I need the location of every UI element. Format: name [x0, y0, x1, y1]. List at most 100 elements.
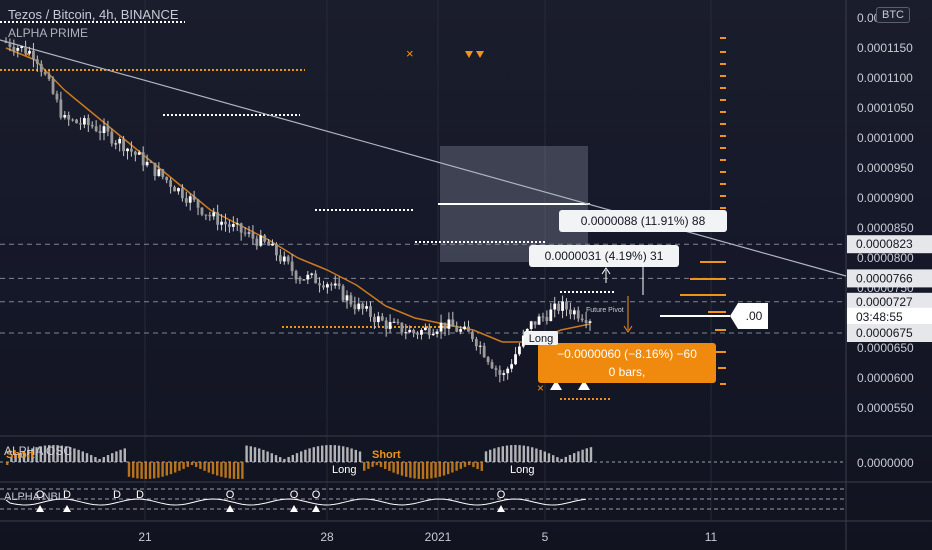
- measure-arrow-head: [601, 267, 611, 275]
- candle-body: [106, 126, 110, 132]
- long-tag-bg: [524, 331, 558, 345]
- osc-bar: [480, 462, 483, 471]
- osc-bar: [526, 446, 530, 462]
- osc-bar: [358, 451, 362, 462]
- candle-body: [510, 364, 514, 369]
- osc-bar: [220, 462, 223, 477]
- osc2-signal-letter: O: [497, 489, 506, 501]
- osc-bar: [77, 449, 80, 462]
- symbol-title: Tezos / Bitcoin, 4h, BINANCE: [8, 7, 179, 22]
- osc-bar: [228, 462, 231, 479]
- candle-body: [580, 318, 584, 321]
- candle-body: [537, 316, 541, 325]
- candle-body: [228, 224, 231, 227]
- candle-body: [467, 326, 470, 332]
- measure-box-lower-text: −0.0000060 (−8.16%) −60: [557, 347, 697, 361]
- candle-body: [28, 50, 31, 54]
- osc-bar: [291, 455, 294, 462]
- candle-body: [557, 303, 561, 311]
- osc-bar: [396, 462, 399, 475]
- candle-body: [447, 319, 451, 329]
- candle-body: [584, 320, 588, 323]
- osc-bar: [94, 457, 97, 462]
- osc2-signal-letter: D: [63, 489, 71, 501]
- osc-bar: [6, 462, 9, 465]
- candle-body: [79, 123, 82, 125]
- osc-bar: [81, 451, 84, 462]
- price-axis: 0.0000.00011500.00011000.00010500.000100…: [847, 11, 932, 470]
- osc-bar: [577, 451, 580, 462]
- cross-marker: ×: [537, 381, 544, 395]
- osc-bar: [531, 447, 534, 462]
- candle-body: [165, 176, 169, 181]
- osc-bar: [438, 462, 441, 477]
- long-tag: Long: [524, 331, 558, 345]
- osc-bar: [216, 462, 219, 476]
- candle-body: [439, 322, 443, 332]
- cross-marker: ×: [406, 46, 414, 61]
- candle-body: [588, 321, 592, 323]
- currency-badge[interactable]: BTC: [876, 7, 910, 23]
- candle-body: [196, 199, 200, 208]
- osc-bar: [375, 462, 378, 466]
- time-tick: 21: [138, 530, 152, 544]
- price-marker-text: 0.0000766: [856, 271, 913, 285]
- candle-body: [82, 118, 86, 125]
- osc2-signal-letter: D: [136, 489, 144, 501]
- osc-bar: [43, 445, 47, 462]
- osc-bar: [161, 462, 164, 477]
- candle-body: [220, 221, 223, 225]
- osc-bar: [211, 462, 215, 475]
- osc-bar: [346, 447, 349, 462]
- oscillator2-label: ALPHA NBI: [4, 491, 61, 503]
- candle-body: [486, 357, 490, 363]
- candle-body: [365, 306, 368, 309]
- price-marker-text: 0.0000823: [856, 237, 913, 251]
- osc-bar: [308, 448, 311, 462]
- osc-bar: [468, 462, 471, 466]
- osc-bar: [241, 462, 244, 479]
- candle-body: [259, 235, 263, 246]
- price-marker-text: 0.0000727: [856, 295, 913, 309]
- candle-body: [392, 321, 396, 323]
- indicator-name: ALPHA PRIME: [8, 26, 89, 40]
- osc-bar: [295, 453, 299, 462]
- osc-bar: [573, 453, 576, 462]
- osc-bar: [169, 462, 173, 475]
- price-tick: 0.0000900: [857, 191, 914, 205]
- price-tick: 0.0001100: [857, 71, 913, 85]
- candle-body: [322, 285, 325, 288]
- osc-bar: [35, 447, 38, 462]
- osc-bar: [472, 462, 475, 468]
- osc-bar: [421, 462, 425, 479]
- time-tick: 11: [705, 530, 718, 544]
- osc-bar: [165, 462, 168, 476]
- osc-bar: [342, 446, 345, 462]
- candle-body: [376, 316, 380, 323]
- candle-body: [102, 126, 106, 134]
- candle-body: [443, 322, 447, 329]
- oscillator-panel: Short Short Long Long: [0, 445, 846, 479]
- osc-bar: [56, 445, 59, 462]
- osc-bar: [430, 462, 433, 479]
- candle-body: [286, 256, 290, 262]
- measure-box-middle-bg: [529, 245, 679, 267]
- osc-bar: [329, 445, 332, 462]
- osc-bar: [85, 453, 89, 462]
- osc2-up-marker: [312, 505, 320, 512]
- osc-bar: [581, 449, 584, 462]
- osc-tick: 0.0000000: [857, 456, 914, 470]
- osc-bar: [510, 445, 513, 462]
- osc-bar: [316, 446, 320, 462]
- candle-body: [94, 126, 98, 132]
- candle-body: [192, 196, 196, 200]
- candle-body: [427, 327, 431, 336]
- candle-body: [341, 285, 345, 301]
- osc-bar: [90, 455, 93, 462]
- price-marker-text: 03:48:55: [856, 310, 903, 324]
- osc-bar: [388, 462, 391, 471]
- price-tick: 0.0000950: [857, 161, 914, 175]
- osc-bar: [249, 446, 252, 462]
